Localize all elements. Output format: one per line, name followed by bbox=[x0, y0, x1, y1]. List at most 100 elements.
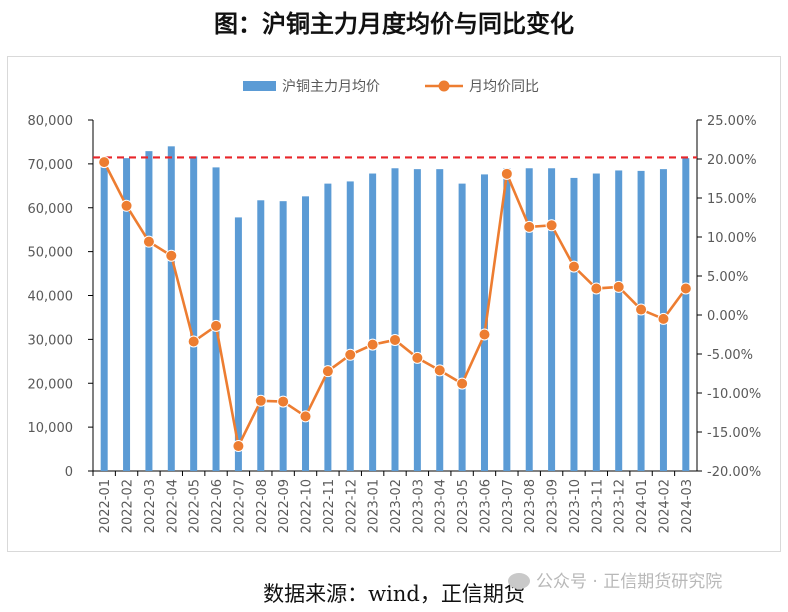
x-axis-tick-label: 2023-01 bbox=[367, 479, 382, 533]
x-axis-tick-label: 2022-09 bbox=[277, 479, 292, 533]
x-axis-tick-label: 2023-09 bbox=[546, 479, 561, 533]
price-bar bbox=[413, 169, 421, 471]
price-bar bbox=[145, 151, 153, 471]
price-bar bbox=[592, 173, 600, 471]
price-bar bbox=[458, 183, 466, 471]
price-bar bbox=[637, 170, 645, 471]
yoy-point bbox=[299, 410, 312, 423]
yoy-point bbox=[142, 235, 155, 248]
x-axis-tick-label: 2024-03 bbox=[680, 479, 695, 533]
watermark: 公众号 · 正信期货研究院 bbox=[508, 567, 722, 592]
x-axis-tick-label: 2023-11 bbox=[590, 479, 605, 533]
chart-frame bbox=[7, 56, 781, 552]
left-axis-tick-label: 40,000 bbox=[28, 290, 74, 305]
price-bar bbox=[257, 200, 265, 471]
legend-line-label: 月均价同比 bbox=[469, 79, 539, 95]
x-axis-tick-label: 2022-02 bbox=[121, 479, 136, 533]
right-axis-tick-label: -5.00% bbox=[707, 348, 753, 363]
yoy-point bbox=[679, 282, 692, 295]
price-bar bbox=[212, 167, 220, 471]
price-bar bbox=[369, 173, 377, 471]
left-axis-tick-label: 70,000 bbox=[28, 158, 74, 173]
x-axis-tick-label: 2023-02 bbox=[389, 479, 404, 533]
price-bar bbox=[302, 196, 310, 471]
right-axis-tick-label: -20.00% bbox=[707, 465, 761, 480]
right-axis-tick-label: -10.00% bbox=[707, 387, 761, 402]
right-axis-tick-label: 0.00% bbox=[707, 309, 748, 324]
yoy-point bbox=[232, 440, 245, 453]
yoy-point bbox=[187, 335, 200, 348]
yoy-point bbox=[210, 319, 223, 332]
yoy-point bbox=[120, 199, 133, 212]
x-axis-tick-label: 2023-12 bbox=[613, 479, 628, 533]
left-axis-tick-label: 20,000 bbox=[28, 377, 74, 392]
x-axis-tick-label: 2023-10 bbox=[568, 479, 583, 533]
yoy-point bbox=[277, 395, 290, 408]
left-axis-tick-label: 0 bbox=[65, 465, 73, 480]
price-bar bbox=[525, 168, 533, 471]
price-bar bbox=[123, 158, 131, 471]
left-axis-tick-label: 50,000 bbox=[28, 246, 74, 261]
right-axis-tick-label: 5.00% bbox=[707, 270, 748, 285]
yoy-point bbox=[165, 249, 178, 262]
right-axis-tick-label: 20.00% bbox=[707, 153, 757, 168]
x-axis-tick-label: 2022-08 bbox=[255, 479, 270, 533]
price-bar bbox=[682, 158, 690, 471]
x-axis-tick-label: 2022-07 bbox=[232, 479, 247, 533]
price-bar bbox=[391, 168, 399, 471]
x-axis-tick-label: 2023-06 bbox=[478, 479, 493, 533]
x-axis-tick-label: 2024-01 bbox=[635, 479, 650, 533]
yoy-point bbox=[567, 260, 580, 273]
yoy-point bbox=[321, 365, 334, 378]
data-source: 数据来源：wind，正信期货 bbox=[263, 582, 525, 606]
yoy-point bbox=[456, 377, 469, 390]
yoy-point bbox=[612, 280, 625, 293]
left-axis-tick-label: 80,000 bbox=[28, 114, 74, 129]
yoy-point bbox=[433, 364, 446, 377]
legend-line-marker bbox=[438, 80, 450, 92]
yoy-point bbox=[344, 348, 357, 361]
x-axis-tick-label: 2022-03 bbox=[143, 479, 158, 533]
price-bar bbox=[615, 170, 623, 472]
x-axis-tick-label: 2022-12 bbox=[344, 479, 359, 533]
right-axis-tick-label: 25.00% bbox=[707, 114, 757, 129]
x-axis-tick-label: 2022-11 bbox=[322, 479, 337, 533]
yoy-point bbox=[389, 333, 401, 346]
left-axis-tick-label: 10,000 bbox=[28, 421, 74, 436]
yoy-point bbox=[657, 312, 670, 325]
x-axis-tick-label: 2022-01 bbox=[98, 479, 113, 533]
right-axis-tick-label: -15.00% bbox=[707, 426, 761, 441]
x-axis-tick-label: 2023-03 bbox=[411, 479, 426, 533]
price-bar bbox=[346, 181, 354, 472]
price-bar bbox=[100, 163, 108, 471]
right-axis-tick-label: 15.00% bbox=[707, 192, 757, 207]
yoy-point bbox=[500, 167, 513, 180]
x-axis-tick-label: 2023-04 bbox=[434, 479, 449, 533]
x-axis-tick-label: 2022-06 bbox=[210, 479, 225, 533]
price-bar bbox=[234, 217, 242, 471]
x-axis-tick-label: 2022-10 bbox=[300, 479, 315, 533]
price-bar bbox=[167, 146, 175, 471]
yoy-point bbox=[411, 351, 424, 364]
yoy-point bbox=[523, 220, 536, 233]
left-axis-tick-label: 60,000 bbox=[28, 202, 74, 217]
yoy-point bbox=[98, 156, 111, 169]
x-axis-tick-label: 2022-04 bbox=[165, 479, 180, 533]
x-axis-tick-label: 2022-05 bbox=[188, 479, 203, 533]
price-bar bbox=[480, 174, 488, 471]
right-axis-tick-label: 10.00% bbox=[707, 231, 757, 246]
legend-bar-label: 沪铜主力月均价 bbox=[282, 79, 380, 95]
price-bar bbox=[279, 201, 287, 471]
price-bar bbox=[190, 156, 198, 471]
legend-bar-swatch bbox=[243, 81, 276, 91]
left-axis-tick-label: 30,000 bbox=[28, 333, 74, 348]
watermark-text: 公众号 · 正信期货研究院 bbox=[536, 572, 723, 592]
yoy-point bbox=[590, 282, 603, 295]
x-axis-tick-label: 2023-08 bbox=[523, 479, 538, 533]
yoy-point bbox=[254, 394, 267, 407]
wechat-icon bbox=[508, 573, 530, 589]
yoy-point bbox=[635, 303, 648, 316]
yoy-point bbox=[545, 219, 558, 232]
x-axis-tick-label: 2024-02 bbox=[657, 479, 672, 533]
